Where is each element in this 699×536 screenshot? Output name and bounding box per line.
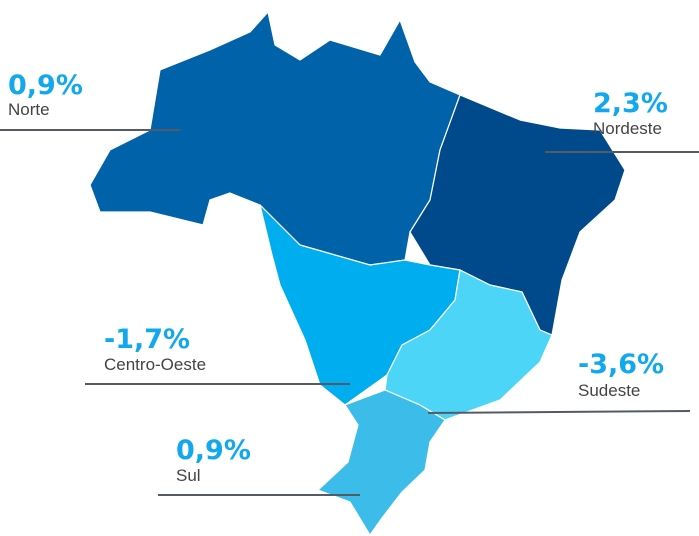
region-value: -1,7% xyxy=(104,324,190,355)
region-sul xyxy=(317,389,446,536)
region-name: Sul xyxy=(176,466,201,485)
region-norte xyxy=(89,11,461,266)
region-name: Nordeste xyxy=(593,119,662,138)
region-name: Centro-Oeste xyxy=(104,355,206,374)
leader-line xyxy=(427,410,691,414)
region-nordeste xyxy=(409,94,626,336)
region-name: Norte xyxy=(8,100,50,119)
region-name: Sudeste xyxy=(578,381,640,400)
region-value: -3,6% xyxy=(578,349,664,380)
region-value: 2,3% xyxy=(593,88,668,119)
region-value: 0,9% xyxy=(176,435,251,466)
region-value: 0,9% xyxy=(8,70,83,101)
